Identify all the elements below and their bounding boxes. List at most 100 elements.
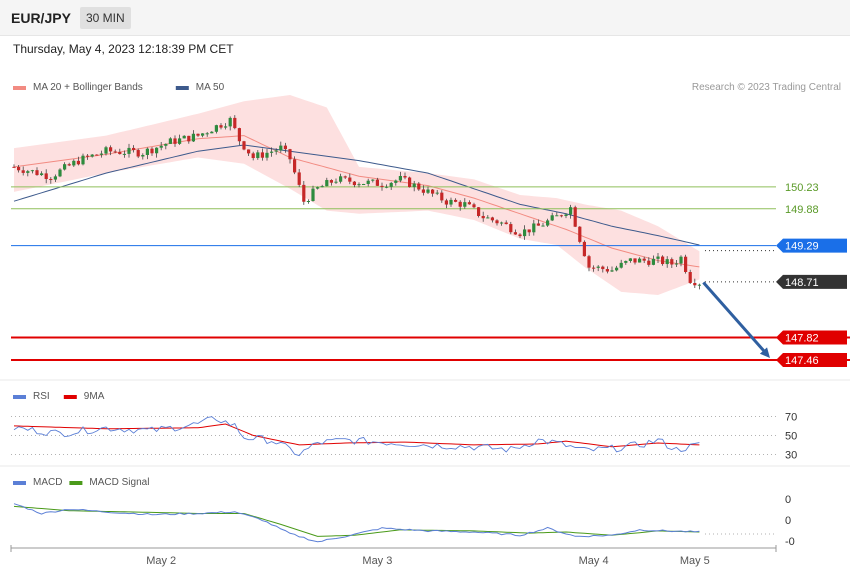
bear-candle bbox=[504, 222, 508, 225]
bear-candle bbox=[196, 133, 200, 136]
bull-candle bbox=[127, 147, 131, 154]
legend-label: RSI bbox=[33, 391, 50, 402]
x-tick-label: May 5 bbox=[680, 555, 710, 567]
pivot-level-label: 149.29 bbox=[785, 241, 819, 253]
resistance-level-label: 150.23 bbox=[785, 182, 819, 194]
legend-swatch bbox=[175, 86, 189, 90]
bear-candle bbox=[587, 256, 591, 268]
x-tick-label: May 4 bbox=[579, 555, 609, 567]
bull-candle bbox=[628, 258, 632, 261]
legend-swatch bbox=[63, 395, 77, 399]
bull-candle bbox=[665, 259, 669, 265]
bear-candle bbox=[417, 183, 421, 190]
bear-candle bbox=[49, 179, 53, 181]
legend-label: 9MA bbox=[84, 391, 105, 402]
bear-candle bbox=[518, 234, 522, 237]
bull-candle bbox=[40, 173, 44, 176]
bear-candle bbox=[352, 181, 356, 186]
legend-label: MACD bbox=[33, 477, 62, 488]
legend-swatch bbox=[69, 481, 83, 485]
bull-candle bbox=[615, 267, 619, 271]
bear-candle bbox=[642, 258, 646, 261]
rsi-tick-label: 50 bbox=[785, 430, 797, 442]
rsi-tick-label: 30 bbox=[785, 449, 797, 461]
bear-candle bbox=[693, 282, 697, 286]
bull-candle bbox=[205, 133, 209, 135]
bear-candle bbox=[573, 207, 577, 227]
bear-candle bbox=[348, 177, 352, 182]
bull-candle bbox=[679, 256, 683, 264]
bull-candle bbox=[122, 153, 126, 155]
bear-candle bbox=[578, 226, 582, 242]
bear-candle bbox=[403, 175, 407, 178]
bull-candle bbox=[486, 217, 490, 219]
rsi-ma-line bbox=[13, 423, 700, 448]
macd-line bbox=[13, 503, 700, 543]
current-price-tag bbox=[776, 274, 847, 289]
bull-candle bbox=[398, 175, 402, 181]
bull-candle bbox=[435, 192, 439, 194]
bear-candle bbox=[380, 185, 384, 188]
bull-candle bbox=[394, 180, 398, 183]
bear-candle bbox=[109, 147, 113, 152]
bull-candle bbox=[610, 270, 614, 272]
timeframe-button[interactable]: 30 MIN bbox=[80, 7, 131, 29]
bull-candle bbox=[564, 214, 568, 216]
bear-candle bbox=[44, 173, 48, 180]
x-tick-label: May 2 bbox=[146, 555, 176, 567]
bear-candle bbox=[481, 215, 485, 219]
bear-candle bbox=[559, 215, 563, 217]
bear-candle bbox=[375, 179, 379, 186]
bull-candle bbox=[412, 183, 416, 188]
bear-candle bbox=[509, 224, 513, 233]
datetime-label: Thursday, May 4, 2023 12:18:39 PM CET bbox=[13, 42, 234, 56]
bear-candle bbox=[86, 155, 90, 157]
bear-candle bbox=[670, 259, 674, 265]
bear-candle bbox=[67, 164, 71, 166]
bull-candle bbox=[270, 151, 274, 153]
bear-candle bbox=[297, 172, 301, 185]
bear-candle bbox=[17, 166, 21, 171]
bull-candle bbox=[697, 284, 701, 286]
bull-candle bbox=[569, 207, 573, 215]
bull-candle bbox=[224, 126, 228, 128]
bear-candle bbox=[187, 135, 191, 142]
support-price-tag bbox=[776, 330, 847, 345]
bear-candle bbox=[260, 152, 264, 158]
bear-candle bbox=[661, 256, 665, 265]
bull-candle bbox=[311, 188, 315, 202]
legend-swatch bbox=[13, 481, 26, 485]
bear-candle bbox=[527, 229, 531, 233]
bull-candle bbox=[178, 138, 182, 144]
rsi-line bbox=[13, 416, 700, 457]
bull-candle bbox=[90, 154, 94, 157]
bear-candle bbox=[118, 151, 122, 155]
ma50-line bbox=[13, 144, 700, 246]
bull-candle bbox=[155, 147, 159, 154]
bull-candle bbox=[624, 260, 628, 263]
bear-candle bbox=[592, 267, 596, 269]
bull-candle bbox=[81, 155, 85, 165]
bull-candle bbox=[210, 131, 214, 134]
resistance-level-label: 149.88 bbox=[785, 204, 819, 216]
bear-candle bbox=[431, 189, 435, 194]
legend-swatch bbox=[13, 86, 26, 90]
bear-candle bbox=[12, 166, 16, 168]
bear-candle bbox=[601, 266, 605, 270]
bear-candle bbox=[458, 201, 462, 207]
bollinger-band bbox=[14, 95, 700, 295]
bear-candle bbox=[343, 176, 347, 178]
bear-candle bbox=[21, 170, 25, 173]
bull-candle bbox=[159, 145, 163, 148]
bull-candle bbox=[99, 153, 103, 155]
bull-candle bbox=[596, 266, 600, 268]
bull-candle bbox=[279, 145, 283, 151]
legend-label: MA 20 + Bollinger Bands bbox=[33, 82, 143, 93]
bear-candle bbox=[132, 147, 136, 151]
bull-candle bbox=[463, 202, 467, 207]
symbol-label: EUR/JPY bbox=[11, 10, 71, 26]
legend-swatch bbox=[13, 395, 26, 399]
bull-candle bbox=[389, 182, 393, 187]
bull-candle bbox=[182, 135, 186, 139]
